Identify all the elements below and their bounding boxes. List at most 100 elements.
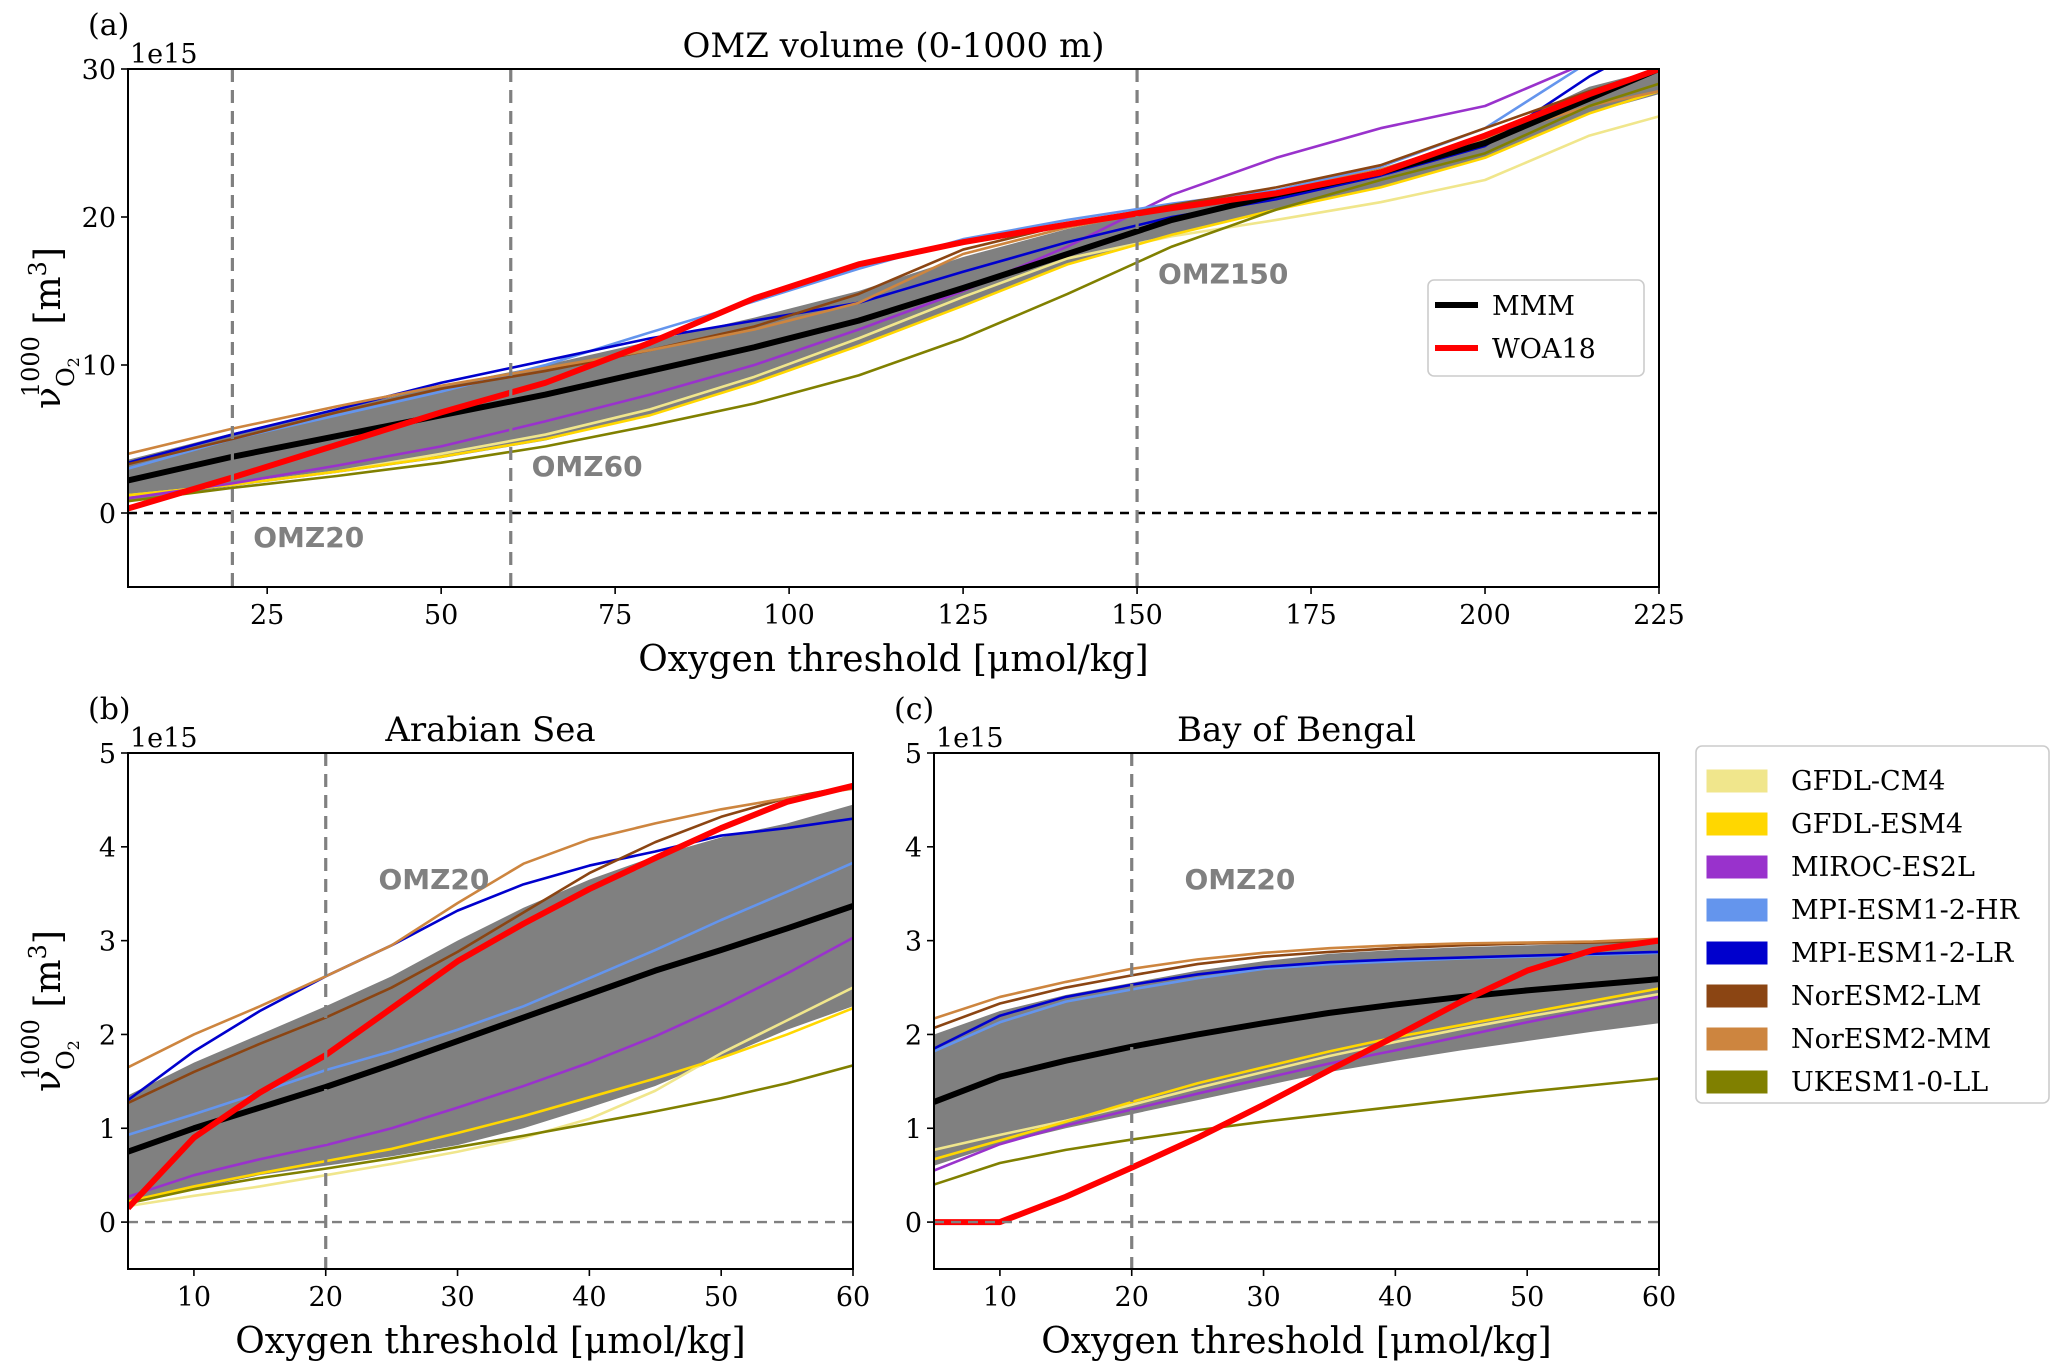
series-line-woa18	[128, 782, 853, 1211]
panel-letter: (b)	[88, 692, 131, 727]
y-tick-label: 0	[99, 499, 116, 530]
threshold-label-omz20: OMZ20	[1184, 863, 1295, 896]
y-tick-label: 2	[905, 1020, 922, 1051]
series-line-miroc-es2l	[128, 69, 1576, 500]
y-label-symbol: ν	[28, 387, 69, 409]
y-label-unit-sup: 3	[24, 944, 52, 959]
legend-label-mpi-esm1-2-lr: MPI-ESM1-2-LR	[1791, 938, 2014, 969]
legend-label-woa18: WOA18	[1492, 334, 1596, 365]
x-tick-label: 30	[440, 1282, 474, 1313]
x-tick-label: 60	[836, 1282, 870, 1313]
x-tick-label: 175	[1285, 600, 1337, 631]
series-line-gfdl-esm4	[128, 1006, 853, 1203]
series-line-gfdl-cm4	[128, 115, 1659, 497]
x-axis-label: Oxygen threshold [μmol/kg]	[1041, 1321, 1551, 1362]
axes-frame	[127, 68, 1660, 588]
y-tick-label: 4	[99, 833, 116, 864]
plot-area	[128, 69, 1659, 515]
x-axis-label: Oxygen threshold [μmol/kg]	[638, 639, 1148, 680]
y-label-sub2: 2	[64, 357, 83, 367]
series-line-mpi-esm1-2-lr	[934, 950, 1659, 1050]
y-label-unit: [m	[28, 276, 69, 336]
series-line-noresm2-lm	[128, 69, 1659, 466]
legend-swatch-gfdl-esm4	[1706, 812, 1768, 836]
y-label-symbol: ν	[28, 1070, 69, 1092]
series-line-gfdl-esm4	[934, 987, 1659, 1161]
x-tick-label: 200	[1459, 600, 1511, 631]
y-label-sup: 1000	[17, 1019, 45, 1080]
y-tick-label: 30	[82, 55, 116, 86]
panel-letter: (c)	[894, 692, 934, 727]
series-line-mpi-esm1-2-lr	[128, 69, 1607, 464]
y-tick-label: 3	[99, 927, 116, 958]
y-label-unit-close: ]	[28, 247, 69, 261]
panel-title: Arabian Sea	[384, 710, 595, 750]
plot-area	[934, 937, 1659, 1226]
y-tick-label: 2	[99, 1020, 116, 1051]
series-line-mpi-esm1-2-lr	[128, 817, 853, 1102]
series-line-noresm2-mm	[934, 937, 1659, 1020]
y-tick-label: 10	[82, 351, 116, 382]
legend-label-mmm: MMM	[1492, 291, 1575, 322]
legend-swatch-ukesm1-0-ll	[1706, 1070, 1768, 1094]
y-tick-label: 1	[99, 1114, 116, 1145]
y-label-unit-close: ]	[28, 930, 69, 944]
legend-label-gfdl-cm4: GFDL-CM4	[1791, 766, 1946, 797]
x-tick-label: 30	[1246, 1282, 1280, 1313]
series-line-ukesm1-0-ll	[934, 1077, 1659, 1186]
series-line-mmm	[934, 976, 1659, 1105]
series-line-noresm2-lm	[128, 784, 853, 1105]
series-line-miroc-es2l	[934, 995, 1659, 1172]
y-axis-label: νO2 1000 [m3]	[17, 930, 83, 1092]
series-line-miroc-es2l	[128, 936, 853, 1198]
panel-letter: (a)	[88, 8, 129, 43]
threshold-label-omz60: OMZ60	[532, 450, 643, 483]
axes-frame	[933, 752, 1660, 1270]
x-tick-label: 75	[598, 600, 632, 631]
panel-title: OMZ volume (0-1000 m)	[683, 26, 1105, 66]
x-tick-label: 20	[1115, 1282, 1149, 1313]
x-tick-label: 125	[937, 600, 989, 631]
y-tick-label: 20	[82, 203, 116, 234]
x-tick-label: 10	[177, 1282, 211, 1313]
y-tick-label: 3	[905, 927, 922, 958]
x-tick-label: 20	[309, 1282, 343, 1313]
threshold-label-omz150: OMZ150	[1158, 258, 1288, 291]
legend-label-noresm2-mm: NorESM2-MM	[1791, 1024, 1991, 1055]
y-label-sub2: 2	[64, 1040, 83, 1050]
y-label-sub: O	[52, 367, 80, 387]
legend-swatch-noresm2-lm	[1706, 984, 1768, 1008]
series-line-ukesm1-0-ll	[128, 1064, 853, 1205]
models-legend: GFDL-CM4 GFDL-ESM4 MIROC-ES2L MPI-ESM1-2-HR…	[1695, 745, 2050, 1104]
legend-swatch-mpi-esm1-2-lr	[1706, 941, 1768, 965]
x-tick-label: 60	[1642, 1282, 1676, 1313]
x-tick-label: 25	[250, 600, 284, 631]
legend-swatch-noresm2-mm	[1706, 1027, 1768, 1051]
y-offset-text: 1e15	[130, 723, 198, 754]
legend-label-gfdl-esm4: GFDL-ESM4	[1791, 809, 1963, 840]
y-offset-text: 1e15	[936, 723, 1004, 754]
y-label-unit: [m	[28, 959, 69, 1019]
y-tick-label: 5	[99, 739, 116, 770]
y-tick-label: 0	[905, 1208, 922, 1239]
legend-frame	[1427, 279, 1645, 377]
y-axis-label: νO2 1000 [m3]	[17, 247, 83, 409]
panel-b: OMZ20 10 20 30 40 50 60 0 1 2 3 4 5 1e15 Arabian Sea (b…	[17, 692, 870, 1362]
x-axis-label: Oxygen threshold [μmol/kg]	[235, 1321, 745, 1362]
x-tick-label: 50	[1510, 1282, 1544, 1313]
series-line-noresm2-mm	[128, 787, 853, 1069]
series-line-mmm	[128, 903, 853, 1155]
series-line-woa18	[128, 69, 1659, 512]
x-tick-label: 40	[572, 1282, 606, 1313]
legend-label-mpi-esm1-2-hr: MPI-ESM1-2-HR	[1791, 895, 2020, 926]
series-line-gfdl-esm4	[128, 89, 1659, 497]
threshold-label-omz20: OMZ20	[253, 521, 364, 554]
y-label-unit-sup: 3	[24, 261, 52, 276]
plot-area	[128, 782, 853, 1224]
x-tick-label: 225	[1633, 600, 1685, 631]
x-tick-label: 10	[983, 1282, 1017, 1313]
series-line-mpi-esm1-2-hr	[128, 861, 853, 1137]
y-tick-label: 4	[905, 833, 922, 864]
